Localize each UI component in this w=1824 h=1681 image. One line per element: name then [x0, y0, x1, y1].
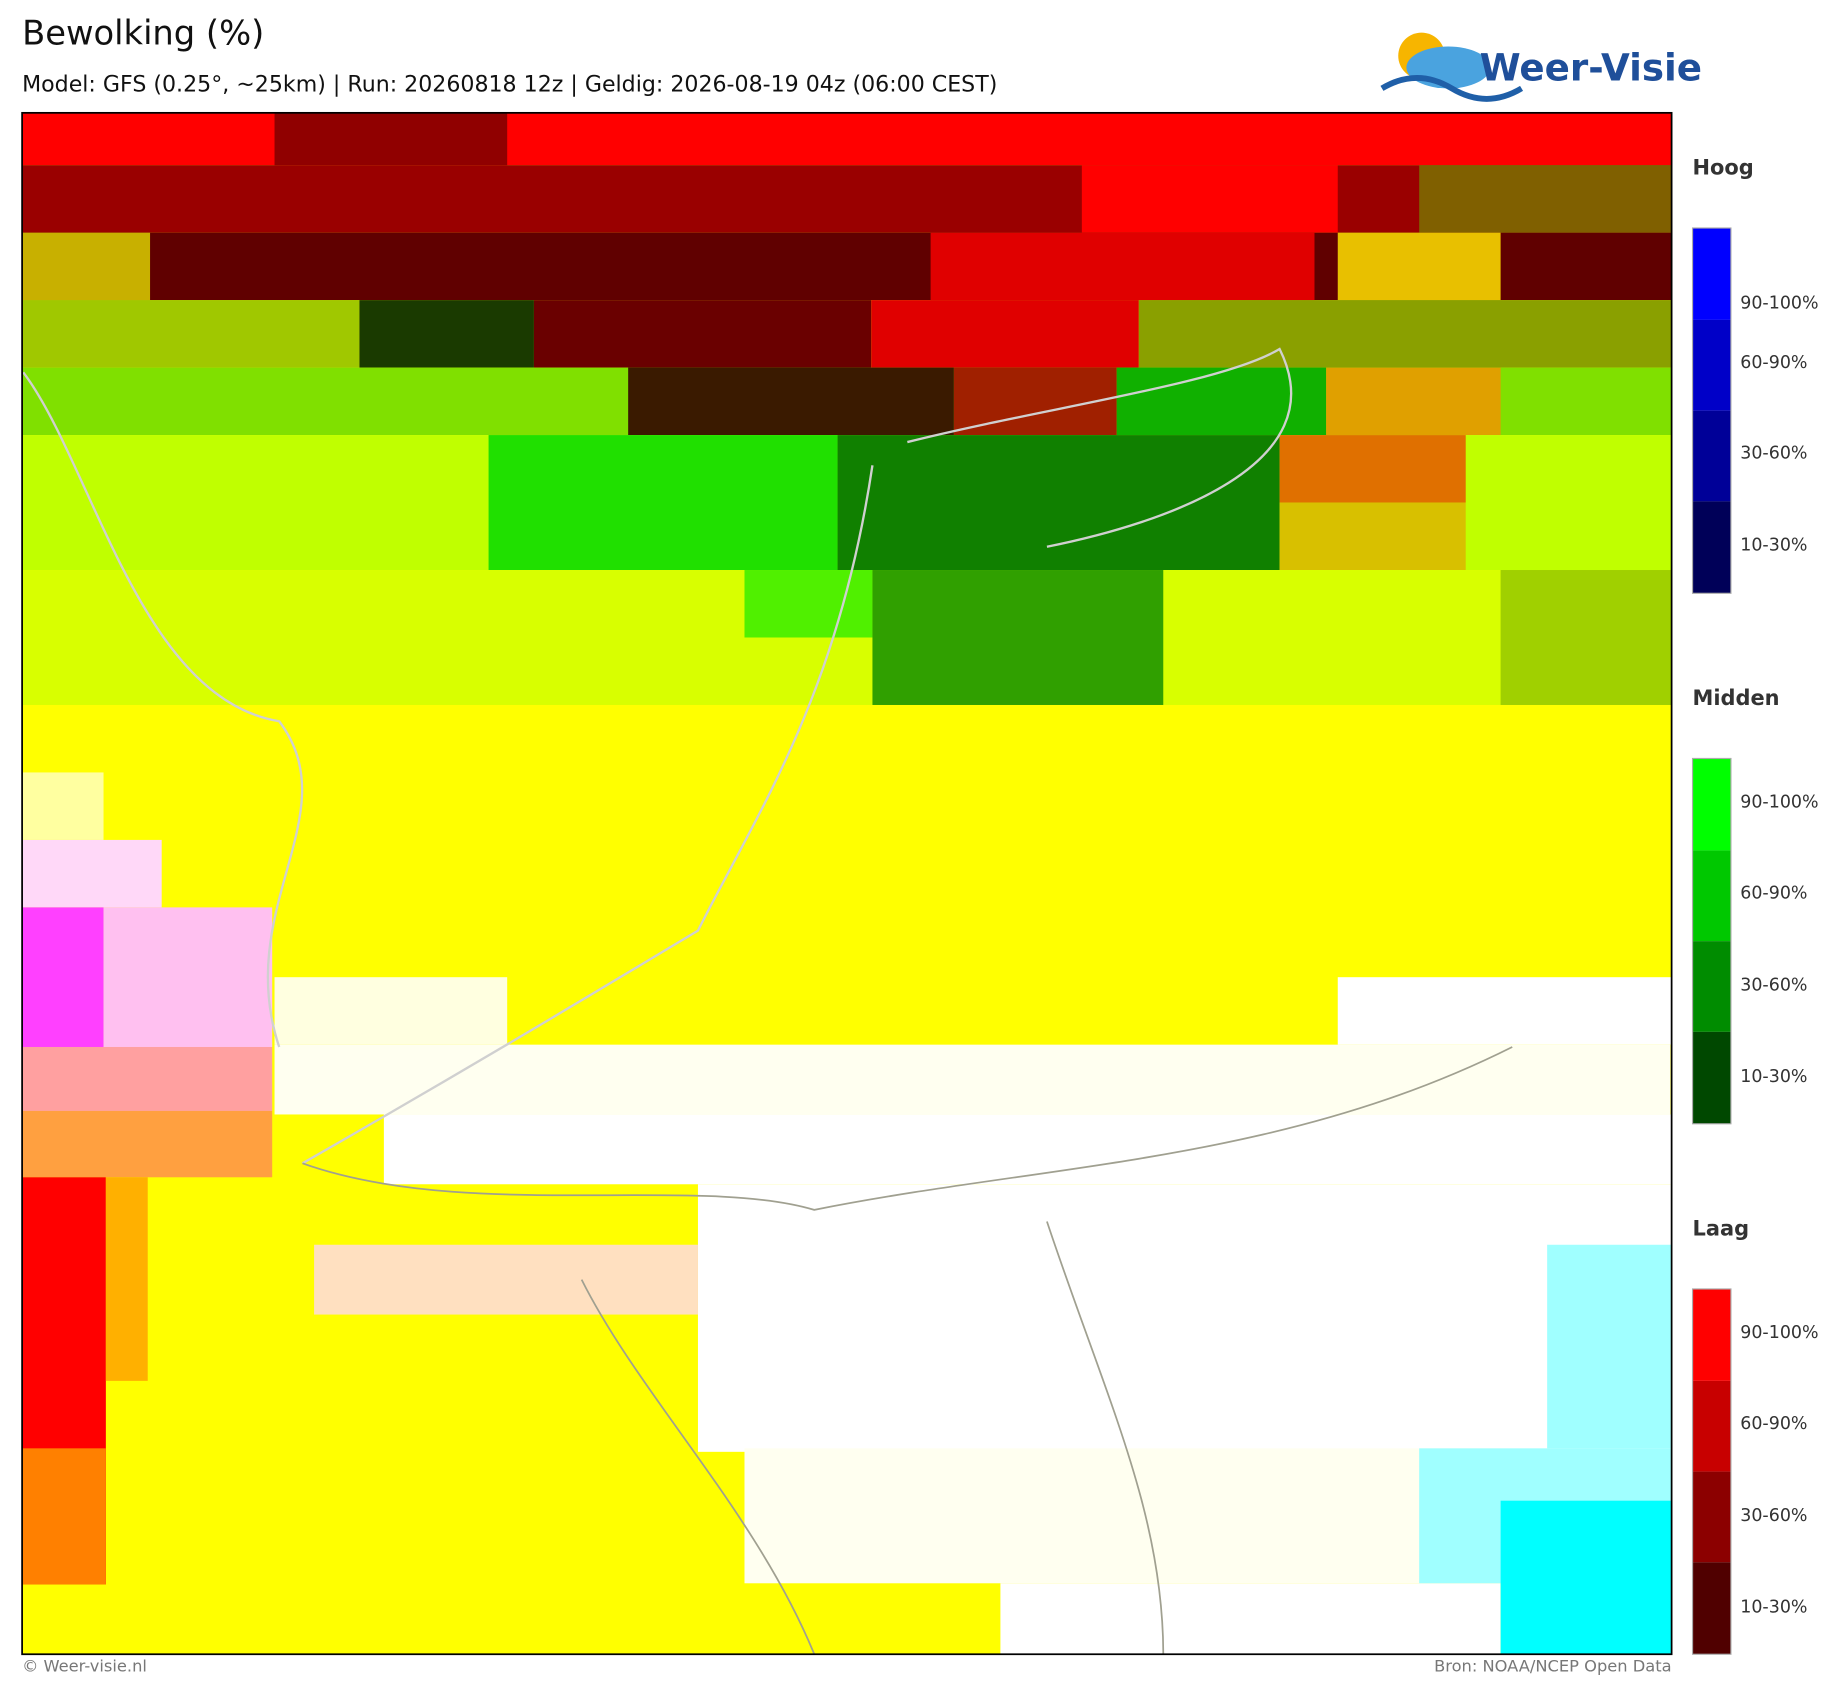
legend-title: Hoog	[1693, 156, 1754, 180]
legend-label: 30-60%	[1740, 1506, 1807, 1526]
map	[21, 111, 1673, 1656]
title: Bewolking (%)	[22, 13, 264, 52]
legend-label: 30-60%	[1740, 444, 1807, 464]
legend-title: Laag	[1693, 1217, 1750, 1241]
logo-text: Weer-Visie	[1480, 45, 1702, 89]
logo: Weer-Visie	[1380, 32, 1702, 102]
legend-label: 60-90%	[1740, 883, 1807, 903]
legend-label: 60-90%	[1740, 1414, 1807, 1434]
legend-label: 10-30%	[1740, 1067, 1807, 1087]
legend-title: Midden	[1693, 686, 1780, 710]
legend-label: 10-30%	[1740, 1598, 1807, 1618]
legend-label: 10-30%	[1740, 536, 1807, 556]
legend-label: 90-100%	[1740, 294, 1818, 314]
legend-label: 90-100%	[1740, 1323, 1818, 1343]
footer-right: Bron: NOAA/NCEP Open Data	[1434, 1657, 1672, 1676]
footer-left: © Weer-visie.nl	[22, 1657, 147, 1676]
legend-label: 60-90%	[1740, 353, 1807, 373]
legend: Hoog 90-100% 60-90% 30-60% 10-30% Midden…	[1691, 156, 1819, 1655]
legend-label: 90-100%	[1740, 793, 1818, 813]
subtitle: Model: GFS (0.25°, ~25km) | Run: 2026081…	[22, 71, 997, 97]
legend-label: 30-60%	[1740, 975, 1807, 995]
